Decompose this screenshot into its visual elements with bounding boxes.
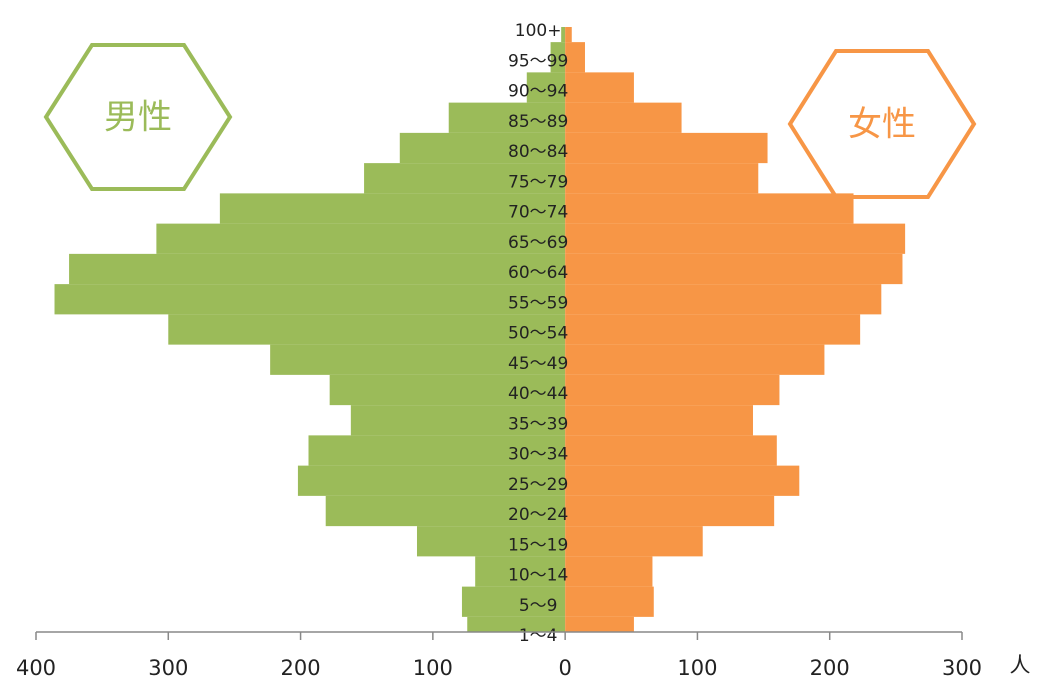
legend-hexagon [43, 43, 233, 191]
bar [308, 435, 566, 466]
bar [350, 405, 566, 436]
bar [565, 405, 753, 436]
bar [565, 344, 825, 375]
category-label: 90～94 [508, 82, 568, 102]
bar [219, 193, 566, 224]
x-tick-label: 200 [281, 656, 321, 680]
bar [565, 556, 653, 587]
category-label: 5～9 [519, 596, 558, 616]
bar [461, 586, 566, 617]
bar [565, 284, 882, 315]
category-label: 35～39 [508, 414, 568, 434]
category-label: 70～74 [508, 203, 568, 223]
category-label: 20～24 [508, 505, 568, 525]
category-label: 60～64 [508, 263, 568, 283]
bar [561, 27, 566, 43]
category-label: 40～44 [508, 384, 568, 404]
bar [565, 616, 634, 632]
bar [399, 132, 566, 164]
category-label: 55～59 [508, 293, 568, 313]
bar [297, 465, 566, 496]
bar [565, 435, 777, 466]
category-label: 45～49 [508, 354, 568, 374]
category-label: 75～79 [508, 172, 568, 192]
category-label: 85～89 [508, 112, 568, 132]
category-label: 1～4 [519, 626, 558, 646]
category-label: 50～54 [508, 324, 568, 344]
bar [156, 223, 566, 254]
category-label: 30～34 [508, 445, 568, 465]
bar [565, 223, 906, 254]
bar [54, 284, 566, 315]
bar [69, 253, 566, 285]
x-tick-label: 200 [810, 656, 850, 680]
category-label: 80～84 [508, 142, 568, 162]
bar [565, 42, 585, 73]
x-tick-label: 400 [16, 656, 56, 680]
bar [565, 132, 768, 164]
bar [416, 526, 566, 557]
legend-label: 男性 [104, 98, 172, 138]
x-tick-label: 300 [148, 656, 188, 680]
bar [565, 374, 780, 406]
bar [448, 102, 566, 133]
bars [54, 27, 906, 632]
x-tick-label: 300 [942, 656, 982, 680]
bar [270, 344, 566, 375]
bar [475, 556, 566, 587]
bar [168, 314, 566, 345]
bar [565, 102, 682, 133]
x-tick-label: 0 [558, 656, 571, 680]
category-label: 25～29 [508, 475, 568, 495]
bar [526, 72, 566, 103]
bar [565, 253, 903, 285]
bar [364, 163, 566, 194]
x-tick-label: 100 [677, 656, 717, 680]
bar [565, 495, 775, 527]
category-label: 65～69 [508, 233, 568, 253]
bar [550, 42, 566, 73]
bar [467, 616, 566, 632]
category-label: 15～19 [508, 535, 568, 555]
x-tick-label: 100 [413, 656, 453, 680]
bar [329, 374, 566, 406]
bar [565, 72, 634, 103]
legend-label: 女性 [848, 105, 916, 145]
bar [565, 163, 759, 194]
category-label: 95～99 [508, 51, 568, 71]
bar [565, 314, 861, 345]
category-label: 100+ [515, 21, 562, 41]
bar [565, 27, 572, 43]
bar [565, 193, 854, 224]
bar [565, 465, 800, 496]
bar [565, 586, 654, 617]
unit-label: 人 [1010, 653, 1031, 677]
bar [325, 495, 566, 527]
bar [565, 526, 703, 557]
category-label: 10～14 [508, 566, 568, 586]
